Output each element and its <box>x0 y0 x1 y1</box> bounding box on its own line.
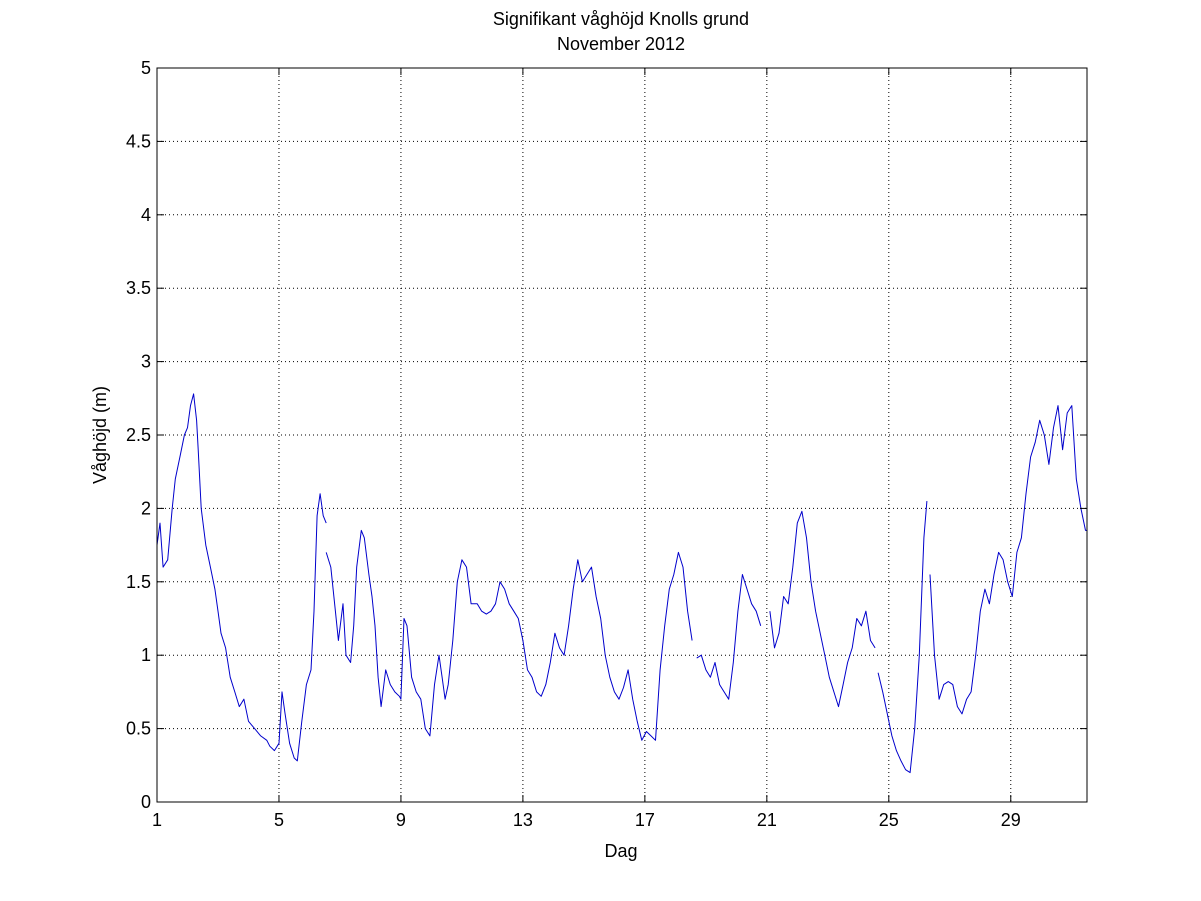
grid <box>157 68 1087 802</box>
y-tick-label: 4.5 <box>126 131 151 151</box>
y-tick-label: 5 <box>141 58 151 78</box>
x-axis-label: Dag <box>604 841 637 861</box>
series-segment-3 <box>696 574 762 700</box>
x-tick-label: 17 <box>635 810 655 830</box>
y-axis-ticks: 0 0.5 1 1.5 2 2.5 3 3.5 4 4.5 5 <box>126 58 1087 812</box>
x-tick-label: 1 <box>152 810 162 830</box>
series-segment-2 <box>325 529 693 741</box>
y-tick-label: 4 <box>141 205 151 225</box>
series-line <box>156 393 1087 774</box>
series-segment-1 <box>156 393 327 762</box>
y-tick-label: 3.5 <box>126 278 151 298</box>
y-axis-label: Våghöjd (m) <box>90 386 110 484</box>
x-tick-label: 9 <box>396 810 406 830</box>
y-tick-label: 3 <box>141 352 151 372</box>
x-tick-label: 25 <box>879 810 899 830</box>
y-tick-label: 2 <box>141 498 151 518</box>
chart-title: Signifikant våghöjd Knolls grund <box>493 9 749 29</box>
y-tick-label: 1 <box>141 645 151 665</box>
series-segment-5 <box>877 501 928 774</box>
x-axis-ticks: 1 5 9 13 17 21 25 29 <box>152 68 1021 830</box>
chart-subtitle: November 2012 <box>557 34 685 54</box>
series-segment-6 <box>929 405 1087 715</box>
y-tick-label: 0.5 <box>126 719 151 739</box>
y-tick-label: 1.5 <box>126 572 151 592</box>
x-tick-label: 29 <box>1001 810 1021 830</box>
x-tick-label: 5 <box>274 810 284 830</box>
y-tick-label: 2.5 <box>126 425 151 445</box>
series-segment-4 <box>769 510 876 708</box>
x-tick-label: 13 <box>513 810 533 830</box>
y-tick-label: 0 <box>141 792 151 812</box>
x-tick-label: 21 <box>757 810 777 830</box>
